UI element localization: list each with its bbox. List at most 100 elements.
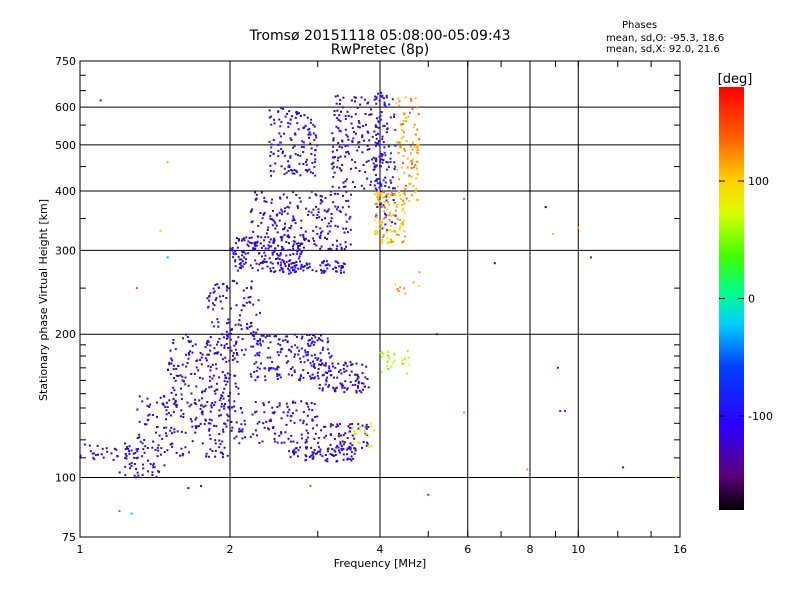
data-point bbox=[255, 331, 258, 334]
data-point bbox=[127, 447, 130, 450]
data-point bbox=[308, 240, 310, 243]
data-point bbox=[403, 219, 406, 222]
data-point bbox=[386, 360, 389, 363]
data-point bbox=[380, 155, 383, 158]
data-point bbox=[346, 110, 349, 113]
data-point bbox=[346, 150, 349, 153]
data-point bbox=[250, 210, 253, 213]
data-point bbox=[297, 449, 300, 452]
data-point bbox=[313, 438, 316, 440]
data-point bbox=[393, 187, 396, 190]
data-point bbox=[291, 266, 294, 269]
data-point bbox=[385, 105, 388, 108]
data-point bbox=[337, 435, 340, 438]
data-point bbox=[138, 436, 141, 439]
data-point bbox=[311, 269, 314, 272]
data-point bbox=[382, 217, 385, 220]
data-point bbox=[349, 430, 352, 433]
data-point bbox=[367, 131, 370, 134]
data-point bbox=[344, 213, 347, 216]
data-point bbox=[335, 386, 338, 389]
y-tick-label: 750 bbox=[55, 55, 76, 68]
data-point bbox=[345, 227, 348, 230]
data-point bbox=[172, 398, 175, 400]
data-point bbox=[239, 407, 242, 410]
data-point bbox=[272, 152, 275, 155]
data-point bbox=[314, 452, 317, 455]
data-point bbox=[400, 123, 403, 126]
data-point bbox=[317, 368, 320, 370]
data-point bbox=[274, 368, 277, 371]
data-point bbox=[299, 243, 302, 246]
data-point bbox=[218, 433, 221, 435]
data-point bbox=[194, 343, 197, 346]
data-point bbox=[321, 200, 324, 203]
data-point bbox=[237, 255, 240, 258]
data-point bbox=[268, 140, 271, 143]
data-point bbox=[324, 197, 327, 199]
data-point bbox=[269, 170, 272, 172]
data-point bbox=[306, 403, 309, 405]
data-point bbox=[357, 376, 360, 379]
data-point bbox=[138, 395, 141, 398]
data-point bbox=[401, 222, 404, 225]
data-point bbox=[277, 155, 280, 158]
data-point bbox=[296, 205, 299, 207]
data-point bbox=[172, 364, 175, 367]
data-point bbox=[269, 270, 272, 273]
data-point bbox=[258, 252, 261, 254]
data-point bbox=[314, 174, 317, 177]
data-point bbox=[301, 335, 304, 338]
data-point bbox=[412, 185, 415, 187]
data-point bbox=[354, 449, 357, 452]
data-point bbox=[324, 270, 327, 273]
data-point bbox=[199, 408, 202, 410]
data-point bbox=[238, 319, 241, 322]
data-point bbox=[360, 96, 363, 99]
data-point bbox=[214, 392, 217, 395]
data-point bbox=[383, 205, 386, 208]
data-point bbox=[225, 297, 228, 300]
data-point bbox=[283, 210, 286, 213]
data-point bbox=[263, 403, 265, 406]
data-point bbox=[243, 353, 246, 356]
data-point bbox=[273, 122, 276, 125]
data-point bbox=[302, 265, 305, 268]
data-point bbox=[229, 247, 232, 250]
data-point bbox=[375, 133, 378, 136]
data-point bbox=[137, 448, 139, 451]
data-point bbox=[376, 232, 379, 235]
data-point bbox=[311, 162, 314, 164]
data-point bbox=[262, 334, 265, 337]
data-point bbox=[395, 217, 398, 220]
data-point bbox=[343, 386, 346, 389]
data-point bbox=[293, 145, 296, 148]
data-point bbox=[194, 425, 197, 428]
colorbar-tick-label: 100 bbox=[748, 175, 769, 188]
data-point bbox=[365, 365, 368, 368]
data-point bbox=[272, 219, 275, 222]
data-point bbox=[353, 432, 356, 435]
data-point bbox=[313, 243, 316, 246]
data-point bbox=[250, 236, 253, 239]
data-point bbox=[231, 248, 234, 251]
data-point bbox=[113, 447, 116, 450]
data-point bbox=[327, 447, 330, 450]
data-point bbox=[394, 128, 397, 131]
data-point bbox=[128, 445, 131, 448]
data-point bbox=[143, 451, 146, 454]
data-point bbox=[279, 236, 282, 239]
data-point bbox=[245, 326, 248, 329]
data-point bbox=[319, 195, 322, 197]
data-point bbox=[386, 242, 389, 245]
data-point bbox=[346, 448, 349, 451]
data-point bbox=[273, 335, 276, 338]
data-point bbox=[264, 336, 267, 339]
data-point bbox=[226, 413, 229, 416]
data-point bbox=[274, 222, 277, 225]
data-point bbox=[300, 400, 303, 403]
data-point bbox=[258, 263, 261, 266]
data-point bbox=[336, 459, 339, 462]
data-point bbox=[262, 244, 265, 247]
data-point bbox=[338, 209, 341, 212]
